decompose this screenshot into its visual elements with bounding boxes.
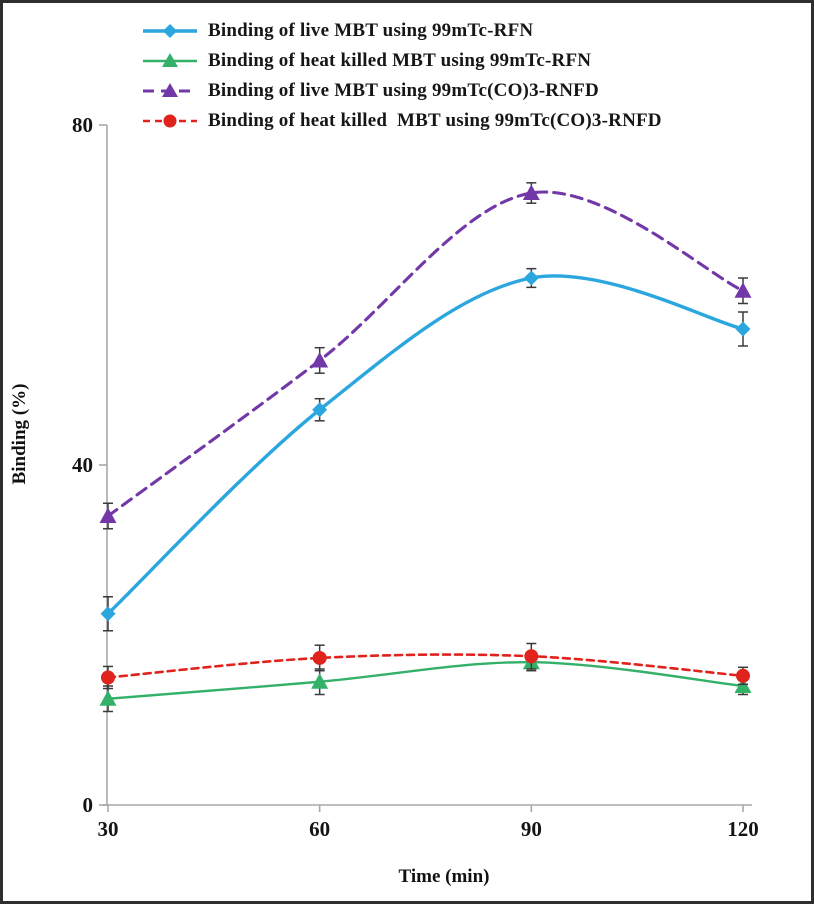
data-point-marker <box>736 668 750 683</box>
data-point-marker <box>734 677 752 693</box>
legend-item: Binding of live MBT using 99mTc-RFN <box>141 16 662 46</box>
data-point-marker <box>523 270 539 286</box>
chart-legend: Binding of live MBT using 99mTc-RFN Bindi… <box>141 16 662 136</box>
x-tick-label: 60 <box>309 817 330 841</box>
data-point-marker <box>99 507 117 523</box>
data-point-marker <box>522 184 540 200</box>
x-tick-label: 120 <box>727 817 759 841</box>
x-axis-title: Time (min) <box>398 866 490 887</box>
legend-item: Binding of heat killed MBT using 99mTc(C… <box>141 106 662 136</box>
series-line-1 <box>106 660 745 700</box>
legend-swatch-diamond-icon <box>143 24 197 38</box>
legend-item: Binding of heat killed MBT using 99mTc-R… <box>141 46 662 76</box>
legend-swatch-triangle-icon <box>143 53 197 67</box>
data-point-marker <box>312 402 328 418</box>
data-point-marker <box>99 690 117 706</box>
data-point-marker <box>100 606 116 622</box>
y-tick-label: 0 <box>83 793 94 817</box>
y-axis-title: Binding (%) <box>9 383 30 485</box>
legend-label: Binding of heat killed MBT using 99mTc-R… <box>208 50 592 71</box>
legend-swatch-circle-icon <box>143 114 197 128</box>
series-line-0 <box>106 274 745 616</box>
data-point-marker <box>312 650 327 665</box>
data-point-marker <box>524 649 539 664</box>
data-point-marker <box>735 321 751 337</box>
binding-line-chart: 0 40 80 30 60 90 120 <box>72 113 759 841</box>
data-point-marker <box>311 673 329 689</box>
legend-label: Binding of live MBT using 99mTc-RFN <box>208 20 534 41</box>
legend-label: Binding of heat killed MBT using 99mTc(C… <box>208 110 662 131</box>
y-tick-label: 40 <box>72 453 93 477</box>
data-point-marker <box>734 282 752 298</box>
data-point-marker <box>101 670 115 685</box>
legend-swatch-triangle-icon <box>143 83 197 97</box>
x-tick-label: 30 <box>98 817 119 841</box>
y-tick-label: 80 <box>72 113 93 137</box>
data-point-marker <box>311 351 329 368</box>
legend-item: Binding of live MBT using 99mTc(CO)3-RNF… <box>141 76 662 106</box>
series-line-3 <box>106 653 745 679</box>
series-line-2 <box>106 190 745 518</box>
legend-label: Binding of live MBT using 99mTc(CO)3-RNF… <box>208 80 599 101</box>
x-tick-label: 90 <box>521 817 542 841</box>
